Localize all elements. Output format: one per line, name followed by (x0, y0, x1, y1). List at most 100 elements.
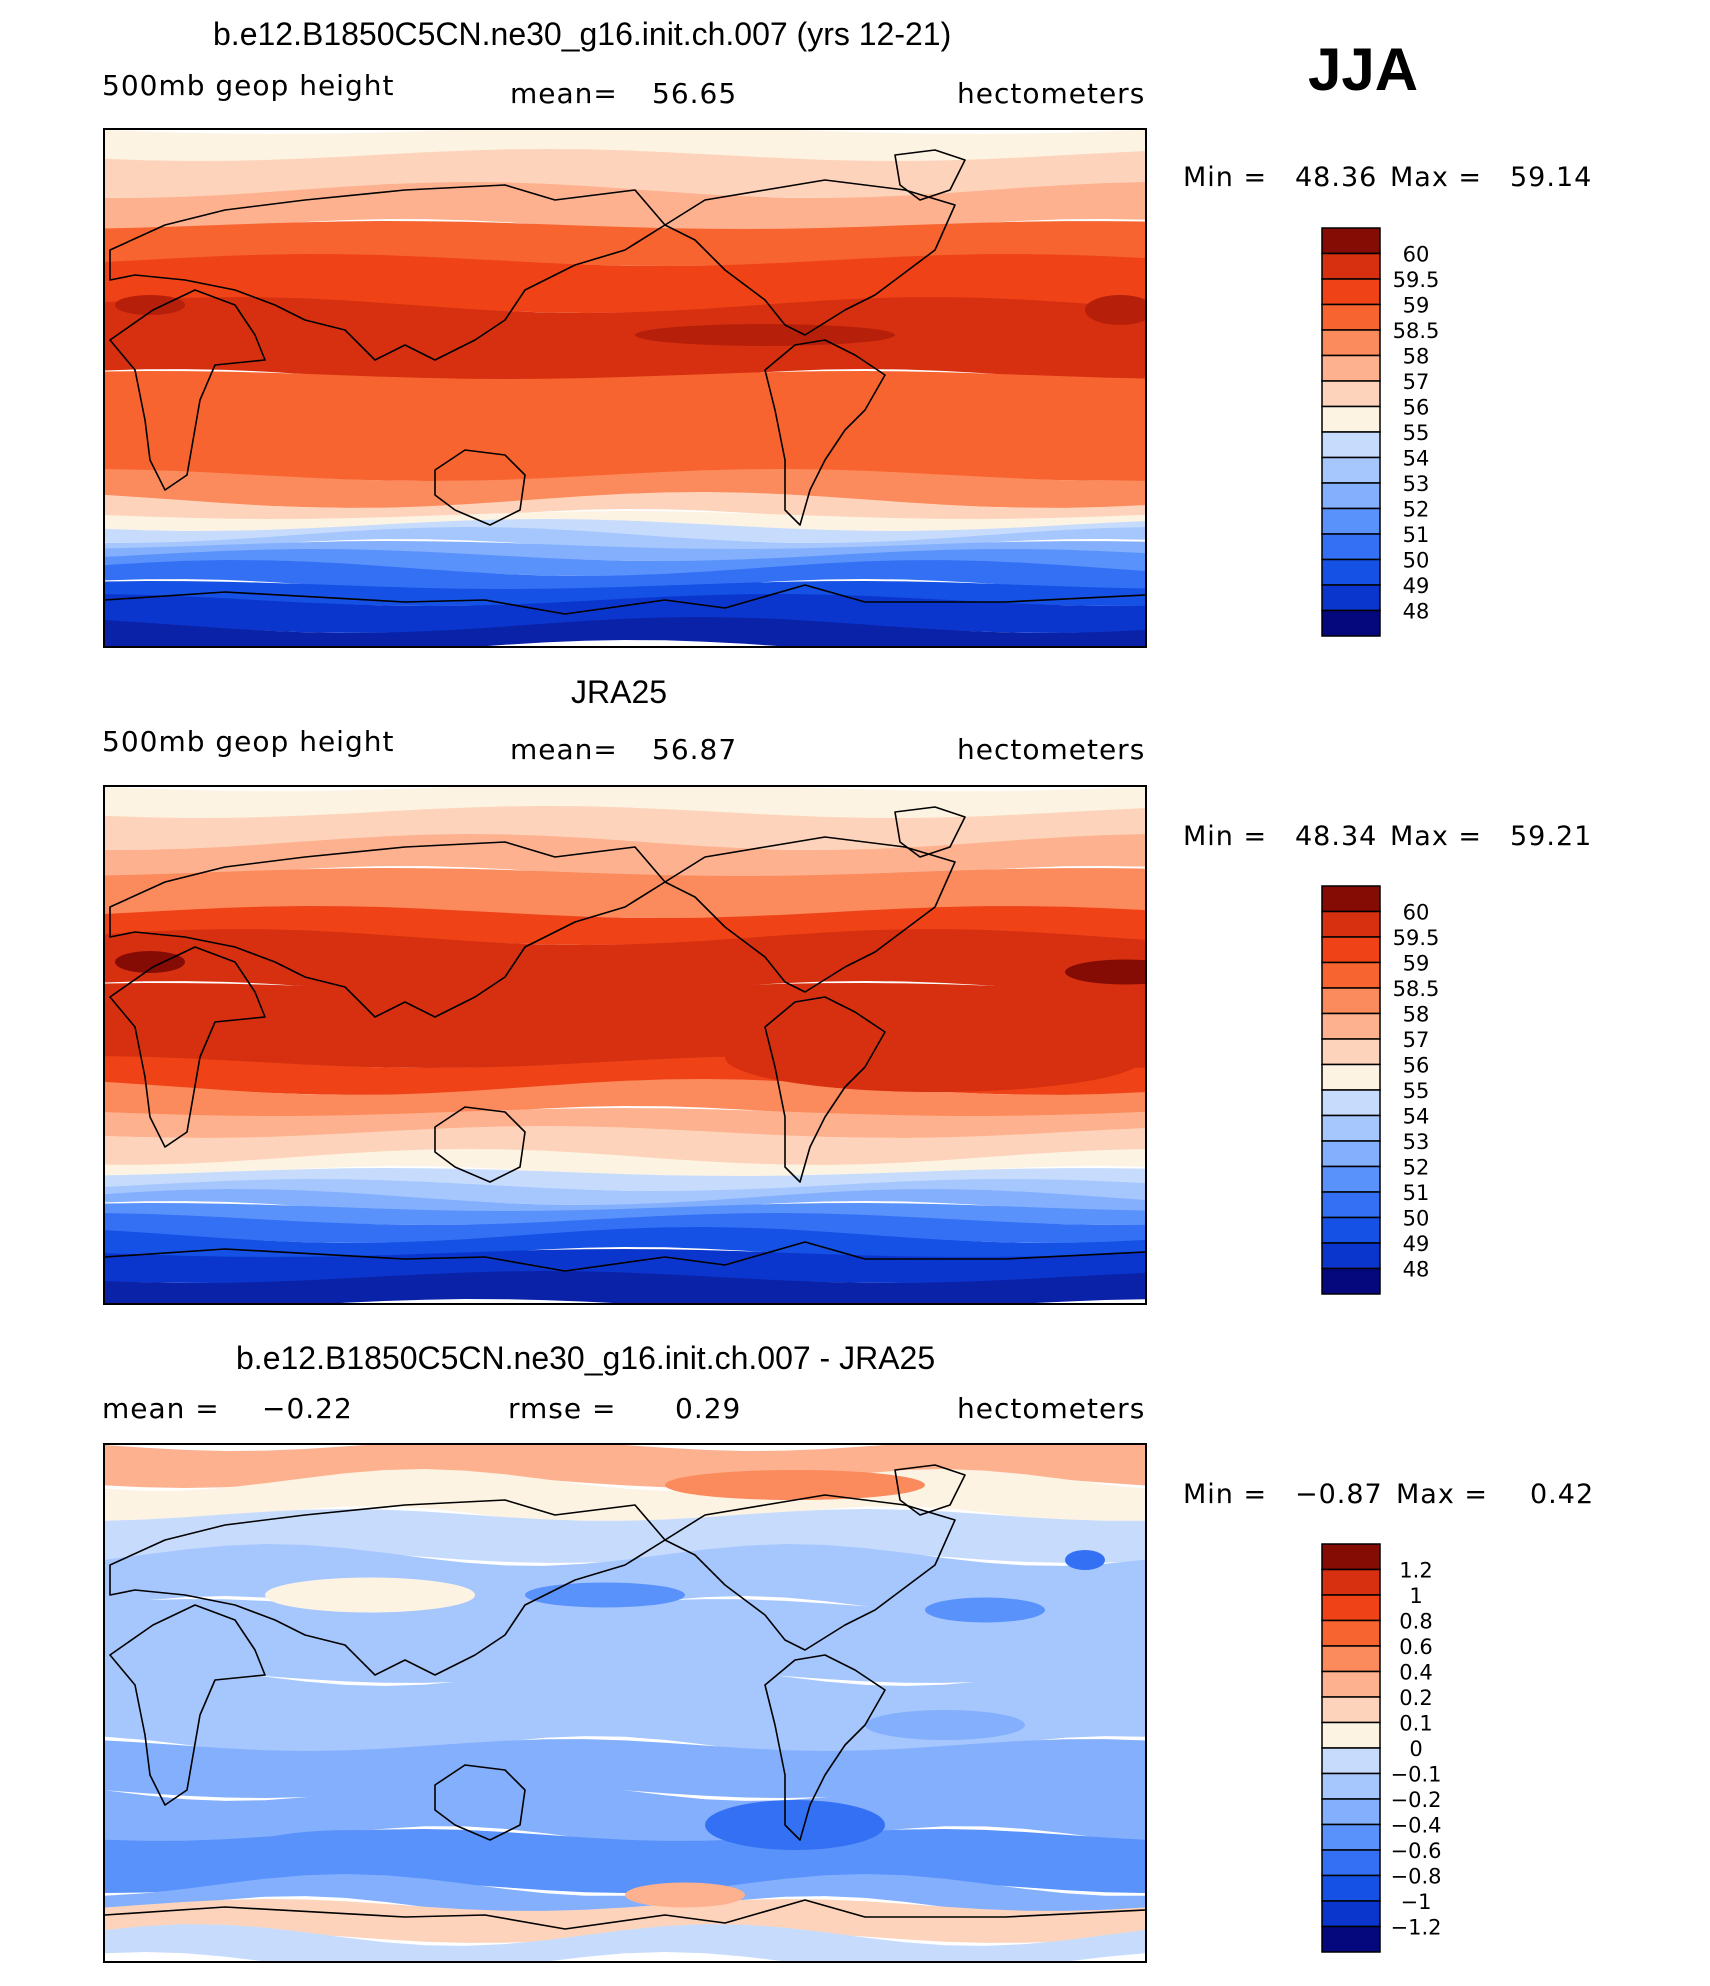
colorbar-box (1321, 1925, 1381, 1953)
colorbar-label: −1 (1401, 1890, 1432, 1914)
panel3-rmse-value: 0.29 (675, 1392, 742, 1425)
colorbar-label: 57 (1403, 1028, 1430, 1052)
panel3-units: hectometers (957, 1392, 1146, 1425)
colorbar-label: 53 (1403, 472, 1430, 496)
panel2-title: JRA25 (571, 674, 668, 710)
panel2-max-value: 59.21 (1510, 821, 1593, 852)
panel1-variable-label: 500mb geop height (102, 69, 395, 102)
colorbar-box (1321, 227, 1381, 255)
colorbar-box (1321, 987, 1381, 1015)
colorbar-box (1321, 1012, 1381, 1040)
panel3-coastlines (105, 1464, 1145, 1930)
colorbar-box (1321, 1823, 1381, 1851)
panel2-map (103, 785, 1147, 1305)
panel3-mean-value: −0.22 (262, 1392, 353, 1425)
coastline (894, 149, 966, 201)
panel1-min-label: Min = (1183, 162, 1268, 193)
colorbar-box (1321, 936, 1381, 964)
colorbar-box (1321, 380, 1381, 408)
colorbar-label: −0.4 (1391, 1814, 1442, 1838)
colorbar-label: −0.6 (1391, 1839, 1442, 1863)
colorbar-box (1321, 431, 1381, 459)
coastline (434, 449, 526, 526)
contour-band (105, 1213, 1145, 1243)
coastline (105, 1241, 1145, 1272)
colorbar-box (1321, 1140, 1381, 1168)
colorbar-label: 59 (1403, 952, 1430, 976)
panel1-mean-label: mean= (510, 77, 618, 110)
colorbar-box (1321, 303, 1381, 331)
colorbar-box (1321, 558, 1381, 586)
panel1-map (103, 128, 1147, 648)
colorbar-box (1321, 456, 1381, 484)
colorbar-label: 50 (1403, 549, 1430, 573)
contour-band (105, 1203, 1145, 1225)
colorbar-label: 0 (1409, 1737, 1422, 1761)
colorbar-label: −0.8 (1391, 1865, 1442, 1889)
contour-blob (725, 1022, 1145, 1092)
colorbar-box (1321, 1874, 1381, 1902)
contour-blob (925, 1597, 1045, 1623)
contour-blob (705, 1800, 885, 1850)
colorbar-box (1321, 1721, 1381, 1749)
colorbar-box (1321, 1543, 1381, 1571)
colorbar-box (1321, 1267, 1381, 1295)
colorbar-box (1321, 1038, 1381, 1066)
coastline (105, 1899, 1145, 1930)
panel3-map (103, 1443, 1147, 1963)
contour-blob (255, 1830, 455, 1860)
panel1-colorbar: 60 59.5 59 58.5 58 57 56 55 54 53 52 51 50 49 48 (1321, 227, 1462, 642)
colorbar-label: 60 (1403, 901, 1430, 925)
panel1-title: b.e12.B1850C5CN.ne30_g16.init.ch.007 (yr… (213, 16, 952, 52)
colorbar-box (1321, 1191, 1381, 1219)
contour-blob (865, 1710, 1025, 1740)
colorbar-label: 1 (1409, 1584, 1422, 1608)
panel2-mean-label: mean= (510, 733, 618, 766)
coastline (109, 1604, 266, 1806)
contour-blob (315, 345, 435, 365)
colorbar-box (1321, 1696, 1381, 1724)
colorbar-box (1321, 405, 1381, 433)
panel2-colorbar: 60 59.5 59 58.5 58 57 56 55 54 53 52 51 50 49 48 (1321, 885, 1462, 1300)
colorbar-box (1321, 1165, 1381, 1193)
panel3-colorbar: 1.2 1 0.8 0.6 0.4 0.2 0.1 0 −0.1 −0.2 −0.4 −0.6 −0.8… (1321, 1543, 1462, 1958)
contour-band (105, 1509, 1145, 1563)
contour-band (105, 1227, 1145, 1263)
colorbar-label: 54 (1403, 447, 1430, 471)
colorbar-label: 52 (1403, 498, 1430, 522)
colorbar-box (1321, 885, 1381, 913)
colorbar-label: 49 (1403, 1232, 1430, 1256)
colorbar-box (1321, 329, 1381, 357)
contour-band (105, 549, 1145, 576)
contour-band (105, 371, 1145, 481)
coastline (434, 1106, 526, 1183)
colorbar-box (1321, 961, 1381, 989)
colorbar-label: 0.8 (1399, 1610, 1432, 1634)
panel3-mean-label: mean = (102, 1392, 220, 1425)
panel1-mean-value: 56.65 (652, 77, 738, 110)
panel2-contour-fill (105, 787, 1145, 1303)
panel2-min-value: 48.34 (1295, 821, 1378, 852)
panel2-mean-value: 56.87 (652, 733, 738, 766)
contour-blob (115, 295, 185, 315)
contour-band (105, 834, 1145, 882)
colorbar-box (1321, 1772, 1381, 1800)
colorbar-box (1321, 1900, 1381, 1928)
coastline (894, 806, 966, 858)
panel1-contour-fill (105, 130, 1145, 646)
colorbar-label: 54 (1403, 1105, 1430, 1129)
panel1-units: hectometers (957, 77, 1146, 110)
panel2-coastlines (105, 806, 1145, 1272)
contour-blob (525, 1582, 685, 1608)
colorbar-label: 59.5 (1393, 926, 1440, 950)
colorbar-label: 58 (1403, 345, 1430, 369)
colorbar-label: −1.2 (1391, 1916, 1442, 1940)
colorbar-box (1321, 584, 1381, 612)
contour-band (105, 492, 1145, 525)
colorbar-box (1321, 482, 1381, 510)
colorbar-label: 55 (1403, 1079, 1430, 1103)
colorbar-box (1321, 252, 1381, 280)
contour-band (105, 594, 1145, 633)
panel2-max-label: Max = (1390, 821, 1483, 852)
colorbar-box (1321, 278, 1381, 306)
